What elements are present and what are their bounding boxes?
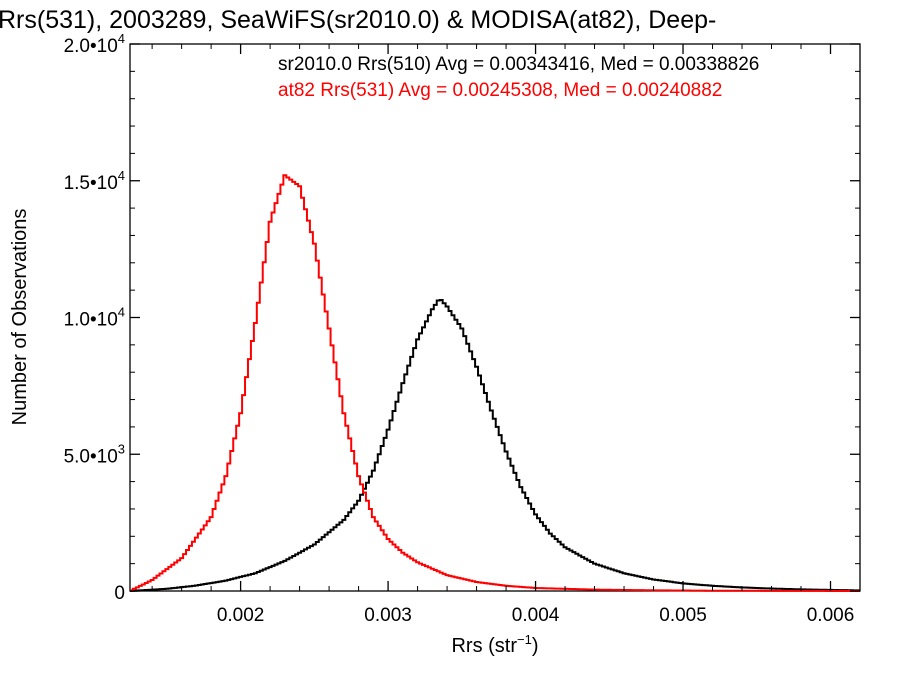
- series-layer: [130, 174, 860, 592]
- y-tick-label: 1.0•104: [64, 305, 125, 331]
- x-tick-label: 0.006: [807, 605, 855, 626]
- plot-frame: [129, 43, 861, 592]
- y-tick-label: 2.0•104: [64, 31, 125, 57]
- y-tick-label: 1.5•104: [64, 168, 125, 194]
- y-tick-label: 5.0•103: [64, 441, 125, 467]
- legend-entry: at82 Rrs(531) Avg = 0.00245308, Med = 0.…: [278, 80, 722, 101]
- y-tick-label: 0: [114, 583, 125, 604]
- chart-title: Rrs(531), 2003289, SeaWiFS(sr2010.0) & M…: [0, 6, 716, 34]
- x-axis: 0.002 0.003 0.004 0.005 0.006: [151, 44, 861, 626]
- x-tick-label: 0.003: [364, 605, 412, 626]
- y-axis-label: Number of Observations: [9, 209, 31, 426]
- y-axis: 0 5.0•103 1.0•104 1.5•104 2.0•104: [64, 31, 860, 604]
- legend-entry: sr2010.0 Rrs(510) Avg = 0.00343416, Med …: [278, 54, 759, 75]
- x-axis-label: Rrs (str−1): [451, 632, 538, 657]
- x-tick-label: 0.005: [659, 605, 707, 626]
- series-line-2: [130, 174, 860, 592]
- x-tick-label: 0.002: [217, 605, 265, 626]
- series-line-1: [130, 299, 860, 592]
- legend: sr2010.0 Rrs(510) Avg = 0.00343416, Med …: [278, 54, 759, 101]
- x-tick-label: 0.004: [512, 605, 560, 626]
